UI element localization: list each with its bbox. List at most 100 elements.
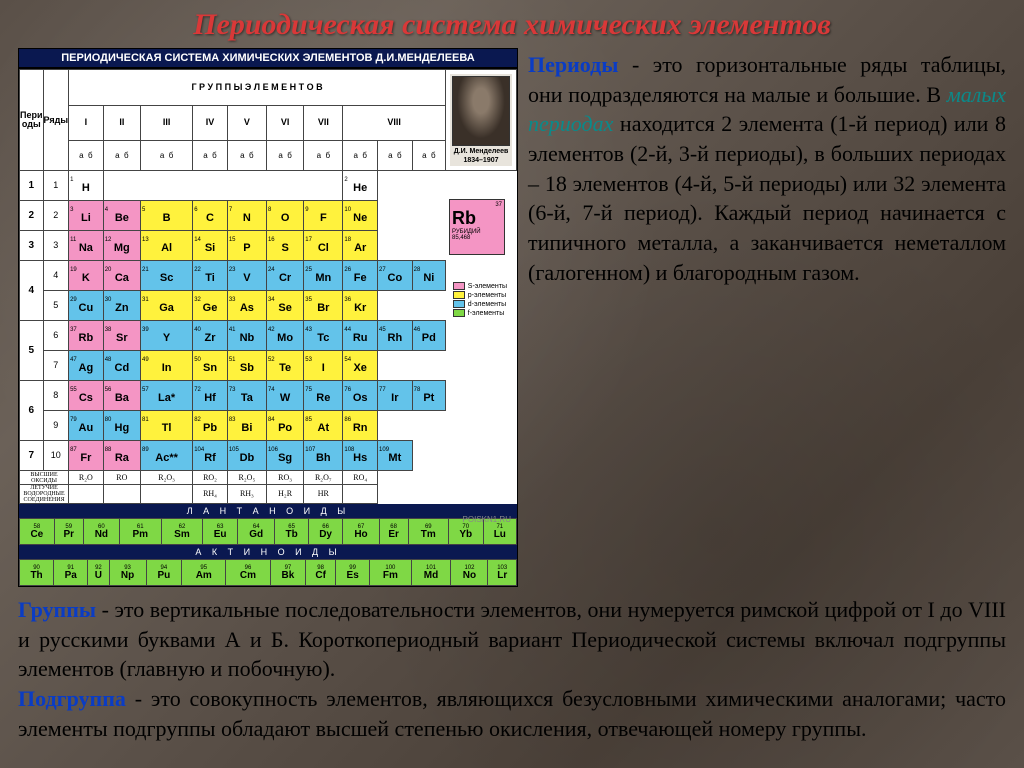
element-Ar: 18Ar	[343, 231, 378, 261]
element-Os: 76Os	[343, 381, 378, 411]
element-Si: 14Si	[193, 231, 228, 261]
group-I: I	[69, 105, 104, 141]
element-Tm: 69Tm	[408, 519, 448, 545]
element-In: 49In	[141, 351, 193, 381]
element-Es: 99Es	[336, 560, 370, 586]
element-Mn: 25Mn	[304, 261, 343, 291]
element-Ge: 32Ge	[193, 291, 228, 321]
period-5: 5	[20, 321, 44, 381]
element-Ag: 47Ag	[69, 351, 104, 381]
period-2: 2	[20, 201, 44, 231]
element-U: 92U	[88, 560, 109, 586]
element-Tl: 81Tl	[141, 411, 193, 441]
element-Ni: 28Ni	[412, 261, 445, 291]
element-La*: 57La*	[141, 381, 193, 411]
element-Ce: 58Ce	[20, 519, 55, 545]
page-title: Периодическая система химических элемент…	[18, 8, 1006, 42]
element-Hg: 80Hg	[103, 411, 140, 441]
element-Li: 3Li	[69, 201, 104, 231]
element-Cr: 24Cr	[266, 261, 303, 291]
element-No: 102No	[451, 560, 488, 586]
element-Zn: 30Zn	[103, 291, 140, 321]
element-Au: 79Au	[69, 411, 104, 441]
element-F: 9F	[304, 201, 343, 231]
element-Sn: 50Sn	[193, 351, 228, 381]
element-I: 53I	[304, 351, 343, 381]
element-P: 15P	[227, 231, 266, 261]
element-W: 74W	[266, 381, 303, 411]
element-Dy: 66Dy	[308, 519, 343, 545]
element-Ga: 31Ga	[141, 291, 193, 321]
element-Pm: 61Pm	[119, 519, 161, 545]
element-Mo: 42Mo	[266, 321, 303, 351]
element-K: 19K	[69, 261, 104, 291]
element-Se: 34Se	[266, 291, 303, 321]
element-Ra: 88Ra	[103, 441, 140, 471]
element-Co: 27Co	[378, 261, 413, 291]
element-Cl: 17Cl	[304, 231, 343, 261]
element-Fe: 26Fe	[343, 261, 378, 291]
element-Er: 68Er	[379, 519, 408, 545]
row-label: Ряды	[43, 70, 69, 171]
element-Ne: 10Ne	[343, 201, 378, 231]
element-Ba: 56Ba	[103, 381, 140, 411]
table-header: ПЕРИОДИЧЕСКАЯ СИСТЕМА ХИМИЧЕСКИХ ЭЛЕМЕНТ…	[18, 48, 518, 68]
element-Sm: 62Sm	[161, 519, 203, 545]
element-Sg: 106Sg	[266, 441, 303, 471]
element-Po: 84Po	[266, 411, 303, 441]
element-V: 23V	[227, 261, 266, 291]
element-Be: 4Be	[103, 201, 140, 231]
element-Pr: 59Pr	[54, 519, 83, 545]
element-As: 33As	[227, 291, 266, 321]
element-Th: 90Th	[20, 560, 54, 586]
element-Mg: 12Mg	[103, 231, 140, 261]
element-Fr: 87Fr	[69, 441, 104, 471]
group-VIII: VIII	[343, 105, 446, 141]
element-H: 1H	[69, 171, 104, 201]
element-Hs: 108Hs	[343, 441, 378, 471]
element-Db: 105Db	[227, 441, 266, 471]
group-III: III	[141, 105, 193, 141]
group-II: II	[103, 105, 140, 141]
keyword-subgroup: Подгруппа	[18, 686, 126, 711]
element-Kr: 36Kr	[343, 291, 378, 321]
actinides-header: А К Т И Н О И Д Ы	[19, 545, 517, 559]
groups-definition: Группы - это вертикальные последовательн…	[18, 595, 1006, 743]
element-Rn: 86Rn	[343, 411, 378, 441]
element-Sb: 51Sb	[227, 351, 266, 381]
color-legend: S-элементыp-элементыd-элементыf-элементы	[451, 279, 509, 320]
keyword-groups: Группы	[18, 597, 96, 622]
period-7: 7	[20, 441, 44, 471]
element-Re: 75Re	[304, 381, 343, 411]
element-Ac**: 89Ac**	[141, 441, 193, 471]
element-Rf: 104Rf	[193, 441, 228, 471]
element-Mt: 109Mt	[378, 441, 413, 471]
keyword-periods: Периоды	[528, 52, 618, 77]
element-Cf: 98Cf	[306, 560, 336, 586]
element-Sc: 21Sc	[141, 261, 193, 291]
element-Br: 35Br	[304, 291, 343, 321]
element-Rh: 45Rh	[378, 321, 413, 351]
element-Al: 13Al	[141, 231, 193, 261]
element-Pb: 82Pb	[193, 411, 228, 441]
element-O: 8O	[266, 201, 303, 231]
period-3: 3	[20, 231, 44, 261]
element-Fm: 100Fm	[370, 560, 411, 586]
period-4: 4	[20, 261, 44, 321]
element-Nb: 41Nb	[227, 321, 266, 351]
groups-header: Г Р У П П Ы Э Л Е М Е Н Т О В	[69, 70, 446, 106]
element-Tb: 65Tb	[275, 519, 308, 545]
element-Am: 95Am	[182, 560, 226, 586]
element-Lr: 103Lr	[488, 560, 517, 586]
watermark: POISKN1.RU	[463, 515, 511, 524]
periodic-table: ПЕРИОДИЧЕСКАЯ СИСТЕМА ХИМИЧЕСКИХ ЭЛЕМЕНТ…	[18, 48, 518, 587]
element-Ti: 22Ti	[193, 261, 228, 291]
mendeleev-portrait: Д.И. Менделеев1834–1907	[450, 74, 512, 166]
element-Cd: 48Cd	[103, 351, 140, 381]
element-Ir: 77Ir	[378, 381, 413, 411]
legend-element-sample: 37 Rb РУБИДИЙ 85,468	[449, 199, 505, 255]
main-table: Пери одыРядыГ Р У П П Ы Э Л Е М Е Н Т О …	[19, 69, 517, 504]
element-N: 7N	[227, 201, 266, 231]
element-Bi: 83Bi	[227, 411, 266, 441]
period-label: Пери оды	[20, 70, 44, 171]
